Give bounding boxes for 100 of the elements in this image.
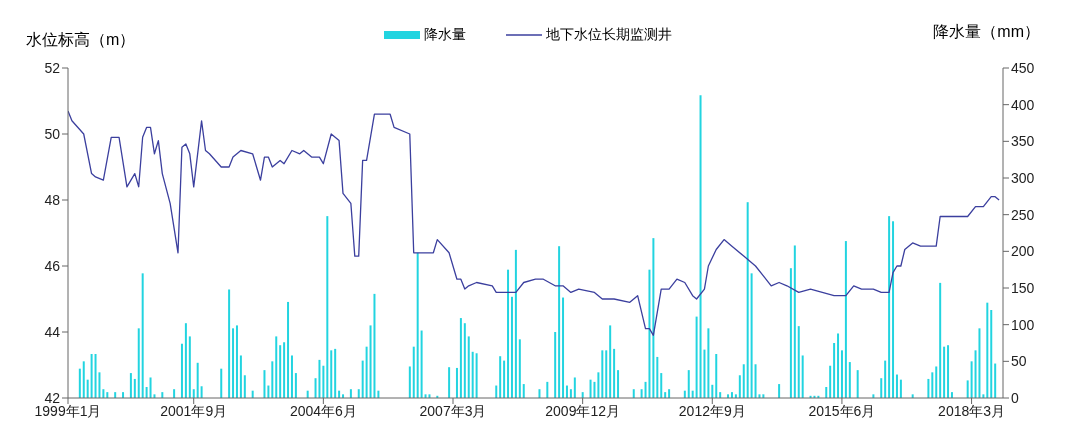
x-tick-label: 2012年9月 [678, 402, 746, 419]
bar [283, 342, 286, 398]
bar [220, 368, 223, 398]
bar [966, 380, 969, 398]
bar [412, 346, 415, 398]
bar [597, 372, 600, 398]
bar [279, 345, 282, 398]
bar [546, 381, 549, 398]
bar [137, 328, 140, 398]
bar [322, 365, 325, 398]
bar [188, 336, 191, 398]
bar [503, 360, 506, 398]
bar [558, 246, 561, 398]
bar [408, 366, 411, 398]
bar [605, 350, 608, 398]
bar [589, 379, 592, 398]
bar [149, 377, 152, 398]
x-tick-label: 2009年12月 [545, 402, 620, 419]
bar [228, 289, 231, 398]
bar [235, 325, 238, 398]
legend-label: 地下水位长期监测井 [546, 26, 672, 44]
bar [499, 356, 502, 398]
bar [326, 216, 329, 398]
bar [613, 348, 616, 398]
bar [455, 367, 458, 398]
bar [514, 249, 517, 398]
bar [742, 364, 745, 398]
bar [978, 328, 981, 398]
bar [243, 375, 246, 398]
y2-tick-label: 350 [1011, 133, 1035, 150]
bar [82, 361, 85, 398]
bar [463, 323, 466, 398]
bar [935, 366, 938, 398]
bar [837, 333, 840, 398]
bar [471, 351, 474, 398]
bar [895, 374, 898, 398]
bar [365, 346, 368, 398]
bar [475, 353, 478, 398]
bar [287, 301, 290, 398]
bar [793, 245, 796, 398]
bar [738, 375, 741, 398]
bar [899, 379, 902, 398]
bar [848, 362, 851, 398]
bar [687, 370, 690, 398]
bar [970, 361, 973, 398]
bar [715, 354, 718, 398]
bar [141, 273, 144, 398]
x-tick-label: 2015年6月 [808, 402, 876, 419]
bar [507, 269, 510, 398]
bar [699, 95, 702, 398]
bar [86, 379, 89, 398]
y2-tick-label: 150 [1011, 279, 1035, 296]
bar [652, 238, 655, 398]
y2-tick-label: 100 [1011, 316, 1035, 333]
bar [373, 293, 376, 398]
bar [467, 336, 470, 398]
bar [90, 354, 93, 398]
bar [609, 325, 612, 398]
bar [593, 381, 596, 398]
bar [939, 282, 942, 398]
bar [947, 345, 950, 398]
line-series [68, 110, 1000, 336]
bar [711, 384, 714, 398]
y-tick-label: 50 [44, 125, 61, 142]
x-tick-label: 2018年3月 [938, 402, 1006, 419]
bar [829, 365, 832, 398]
bar [840, 350, 843, 398]
y-axis-title: 水位标高（m） [26, 30, 136, 50]
bar [892, 221, 895, 398]
bar [986, 302, 989, 398]
bar [334, 348, 337, 398]
bar [778, 384, 781, 398]
y2-tick-label: 50 [1011, 353, 1027, 370]
bar [801, 355, 804, 398]
y2-axis-title: 降水量（mm） [933, 22, 1040, 42]
bar [648, 269, 651, 398]
bar [275, 336, 278, 398]
bar [448, 367, 451, 398]
bar [754, 364, 757, 398]
bar [518, 339, 521, 398]
y2-tick-label: 300 [1011, 169, 1035, 186]
bar [271, 361, 274, 398]
bar [133, 378, 136, 398]
bar [232, 328, 235, 398]
bar [522, 384, 525, 398]
bar [880, 378, 883, 398]
bar [180, 343, 183, 398]
y-tick-label: 52 [44, 59, 61, 76]
bar [361, 360, 364, 398]
bar [707, 328, 710, 398]
bar [129, 373, 132, 398]
bar [825, 387, 828, 398]
bar [510, 296, 513, 398]
bar [94, 354, 97, 398]
x-tick-label: 2004年6月 [289, 402, 357, 419]
x-tick-label: 2007年3月 [419, 402, 487, 419]
y-tick-label: 46 [44, 257, 61, 274]
bar [562, 297, 565, 398]
y2-tick-label: 450 [1011, 59, 1035, 76]
bar [660, 373, 663, 398]
